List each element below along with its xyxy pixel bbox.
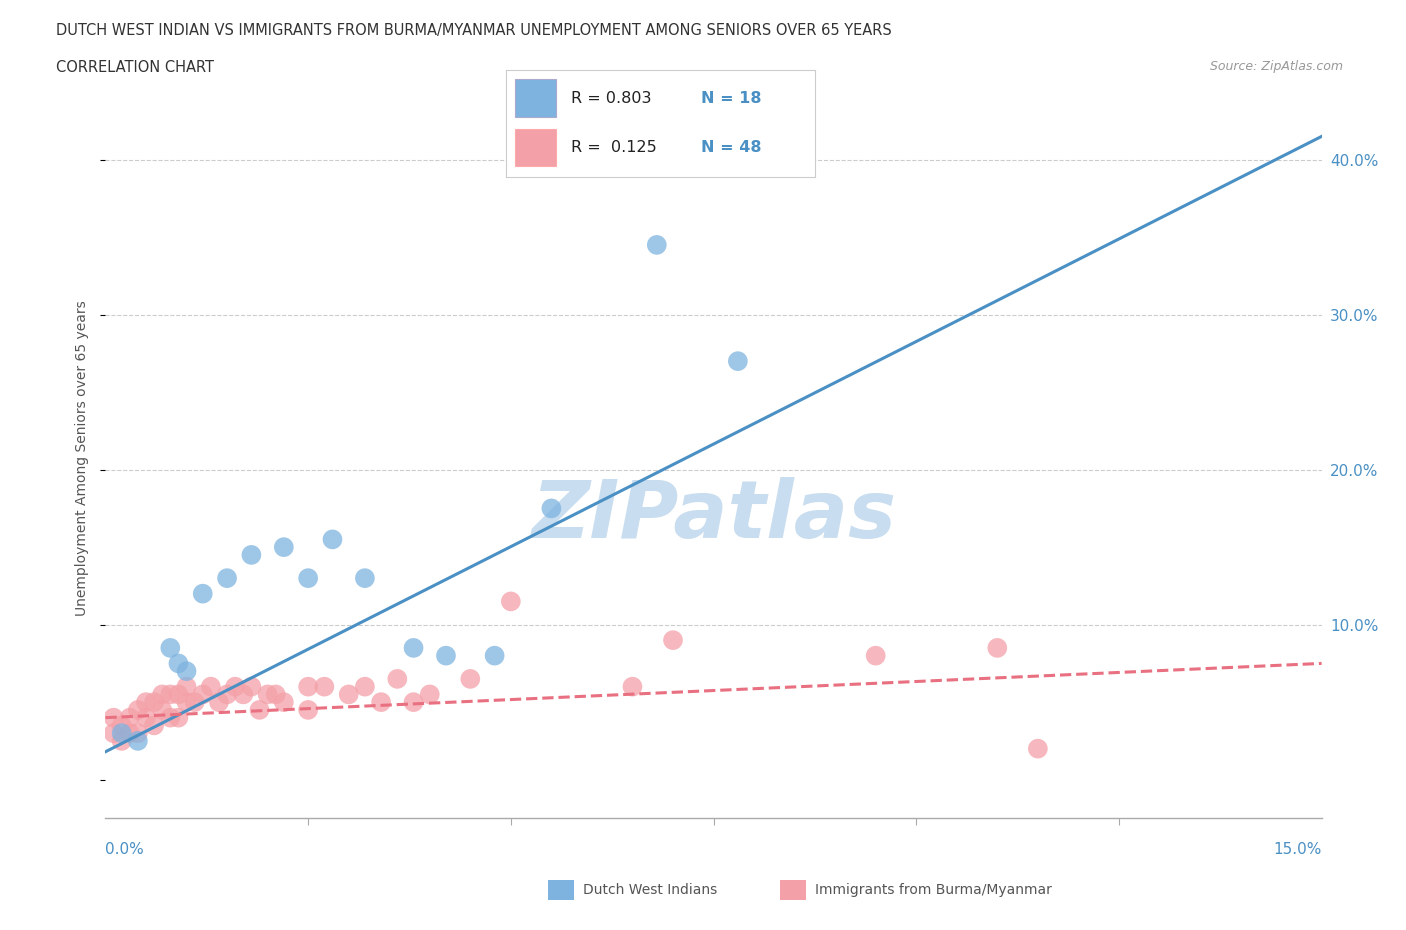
Point [264,687,287,702]
Point [297,679,319,694]
Text: DUTCH WEST INDIAN VS IMMIGRANTS FROM BURMA/MYANMAR UNEMPLOYMENT AMONG SENIORS OV: DUTCH WEST INDIAN VS IMMIGRANTS FROM BUR… [56,23,891,38]
Point [118,711,141,725]
Point [499,594,522,609]
FancyBboxPatch shape [516,79,555,117]
Point [167,711,190,725]
Point [370,695,392,710]
Point [249,702,271,717]
Point [127,702,149,717]
Point [484,648,506,663]
Point [419,687,441,702]
Text: ZIPatlas: ZIPatlas [531,477,896,554]
Point [337,687,360,702]
Point [387,671,409,686]
Point [200,679,222,694]
Point [159,687,181,702]
Point [176,695,198,710]
Point [297,702,319,717]
Point [167,656,190,671]
Text: N = 48: N = 48 [702,140,762,154]
Point [458,671,481,686]
Point [314,679,336,694]
Point [645,237,668,252]
Point [191,586,214,601]
Point [217,687,239,702]
Point [240,548,263,563]
Point [256,687,278,702]
Point [240,679,263,694]
Point [150,687,173,702]
Point [127,725,149,740]
Point [224,679,246,694]
Point [150,702,173,717]
Point [135,711,157,725]
Point [143,695,166,710]
Point [621,679,644,694]
Point [167,687,190,702]
Point [540,501,562,516]
Point [354,571,377,586]
Text: Dutch West Indians: Dutch West Indians [583,883,717,897]
Point [103,711,125,725]
Text: 15.0%: 15.0% [1274,842,1322,857]
Text: R =  0.125: R = 0.125 [571,140,657,154]
Point [127,734,149,749]
Point [176,664,198,679]
Text: Source: ZipAtlas.com: Source: ZipAtlas.com [1209,60,1343,73]
Y-axis label: Unemployment Among Seniors over 65 years: Unemployment Among Seniors over 65 years [76,300,90,616]
Point [111,718,134,733]
Point [111,725,134,740]
Point [727,353,749,368]
Text: R = 0.803: R = 0.803 [571,90,651,106]
Point [297,571,319,586]
Text: Immigrants from Burma/Myanmar: Immigrants from Burma/Myanmar [815,883,1052,897]
Point [434,648,457,663]
Point [273,539,295,554]
Point [662,632,685,647]
Point [402,641,425,656]
FancyBboxPatch shape [516,128,555,166]
Point [118,725,141,740]
Point [321,532,343,547]
Point [159,641,181,656]
Text: CORRELATION CHART: CORRELATION CHART [56,60,214,75]
Point [103,725,125,740]
Point [143,718,166,733]
Point [111,734,134,749]
Point [159,711,181,725]
Text: N = 18: N = 18 [702,90,762,106]
Point [402,695,425,710]
Point [208,695,231,710]
Point [135,695,157,710]
Point [1026,741,1049,756]
Point [865,648,887,663]
Point [217,571,239,586]
Point [176,679,198,694]
Text: 0.0%: 0.0% [105,842,145,857]
Point [354,679,377,694]
Point [986,641,1008,656]
Point [191,687,214,702]
Point [183,695,205,710]
Point [232,687,254,702]
Point [273,695,295,710]
